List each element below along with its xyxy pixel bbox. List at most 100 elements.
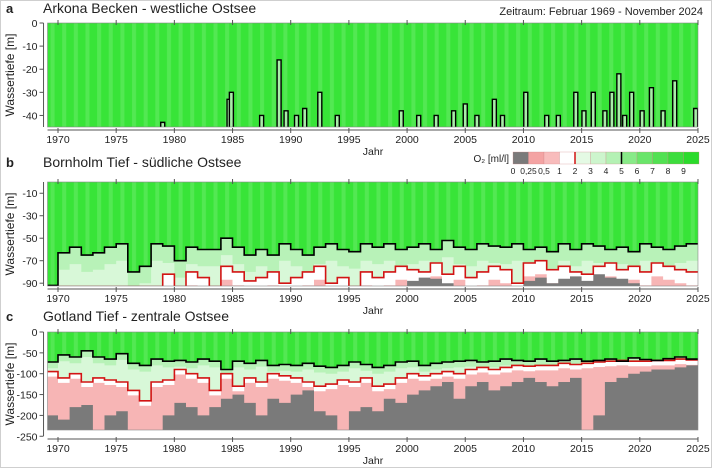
isoline-5-event (276, 59, 282, 127)
isoline-5-event (590, 91, 596, 127)
legend-swatch (590, 151, 607, 165)
panel-letter: a (6, 1, 14, 16)
isoline-5-event (499, 114, 506, 127)
x-tick-label: 2025 (686, 293, 710, 305)
x-tick-label: 2000 (395, 134, 419, 146)
y-tick-label: 0 (32, 327, 38, 339)
anoxic-zone (47, 365, 698, 430)
panel-b: b Bornholm Tief - südliche Ostsee -10 -30 -5… (3, 154, 710, 317)
isoline-2-ml-l (47, 259, 698, 286)
x-tick-label: 2025 (686, 134, 710, 146)
x-tick-label: 1995 (337, 443, 361, 455)
isoline-5-event (621, 114, 628, 127)
isoline-5-event (450, 110, 457, 127)
legend: O₂ [ml/l]0 0,25 0,5 1 2 3 4 5 6 7 8 9 (473, 151, 700, 176)
x-tick-label: 2010 (512, 293, 536, 305)
panel-c: c Gotland Tief - zentrale Ostsee 0 -50 -100 -… (3, 308, 710, 467)
y-tick-label: -200 (17, 410, 38, 422)
isoline-5-event (628, 91, 635, 127)
isoline-5-event (293, 114, 300, 127)
isoline-5-event (433, 114, 439, 127)
x-tick-label: 1980 (163, 293, 187, 305)
legend-swatch (621, 151, 638, 165)
x-tick-label: 1985 (221, 134, 245, 146)
panel-title: Bornholm Tief - südliche Ostsee (43, 154, 242, 170)
x-tick-label: 1975 (105, 443, 129, 455)
legend-label: 0,5 (538, 166, 550, 176)
isoline-5-event (416, 114, 422, 127)
x-tick-label: 1970 (46, 293, 70, 305)
isoline-5-event (581, 110, 587, 127)
legend-swatch (528, 151, 545, 165)
isoline-5-event (660, 110, 666, 127)
isoline-5-event (639, 110, 645, 127)
isoline-5-ml-l (47, 237, 698, 286)
x-tick-label: 1995 (337, 293, 361, 305)
isoline-5-event (573, 91, 579, 127)
isoline-5-event (462, 103, 468, 127)
isoline-5-ml-l (47, 350, 698, 371)
x-tick-label: 2015 (570, 293, 594, 305)
plot-frame (47, 181, 699, 287)
isoline-5-event (334, 114, 340, 127)
legend-label: 3 (588, 166, 593, 176)
y-tick-label: -50 (22, 348, 37, 360)
y-tick-label: -250 (17, 431, 38, 443)
isoline-5-event (523, 91, 529, 127)
legend-title: O₂ [ml/l] (473, 154, 509, 165)
legend-label: 0 (511, 166, 516, 176)
isoline-5-event (258, 114, 265, 127)
legend-label: 8 (666, 166, 671, 176)
plot-area (47, 350, 698, 430)
isoline-5-event (228, 91, 235, 127)
isoline-5-event (544, 114, 550, 127)
x-tick-label: 2020 (628, 443, 652, 455)
isoline-5-event (555, 114, 562, 127)
x-tick-label: 2010 (512, 443, 536, 455)
anoxic-zone (407, 274, 640, 286)
y-axis-label: Wassertiefe [m] (3, 343, 17, 426)
legend-label: 0,25 (520, 166, 537, 176)
legend-swatch (559, 151, 576, 165)
x-tick-label: 1990 (279, 293, 303, 305)
y-tick-label: -20 (22, 64, 37, 76)
isoline-5-event (491, 98, 498, 127)
x-tick-label: 2000 (395, 443, 419, 455)
isoline-5-event (692, 107, 698, 127)
isoline-5-event (474, 114, 480, 127)
legend-swatch (543, 151, 560, 165)
x-tick-label: 2015 (570, 134, 594, 146)
panel-letter: b (6, 155, 14, 170)
x-tick-label: 1985 (221, 293, 245, 305)
legend-label: 7 (650, 166, 655, 176)
x-tick-label: 2010 (512, 134, 536, 146)
x-tick-label: 1990 (279, 134, 303, 146)
plot-area (160, 59, 698, 127)
y-tick-label: -90 (22, 278, 37, 290)
isoline-2-ml-l (47, 358, 698, 402)
x-tick-label: 2020 (628, 293, 652, 305)
plot-area (47, 237, 698, 286)
x-tick-label: 1970 (46, 134, 70, 146)
x-tick-label: 1995 (337, 134, 361, 146)
x-tick-label: 1985 (221, 443, 245, 455)
isoline-5-event (317, 91, 323, 127)
panel-title: Gotland Tief - zentrale Ostsee (43, 308, 229, 324)
isoline-5-event (616, 73, 622, 127)
y-tick-label: -100 (17, 369, 38, 381)
isoline-5-event (398, 110, 404, 127)
y-tick-label: -50 (22, 233, 37, 245)
x-axis-label: Jahr (363, 146, 384, 158)
isoline-5-event (160, 121, 166, 127)
x-tick-label: 1975 (105, 293, 129, 305)
y-tick-label: -10 (22, 188, 37, 200)
y-axis-label: Wassertiefe [m] (3, 193, 17, 276)
legend-swatch (605, 151, 622, 165)
x-tick-label: 2005 (454, 443, 478, 455)
plot-frame (47, 22, 699, 128)
panel-letter: c (6, 309, 13, 324)
y-tick-label: -30 (22, 211, 37, 223)
y-axis-label: Wassertiefe [m] (3, 34, 17, 117)
